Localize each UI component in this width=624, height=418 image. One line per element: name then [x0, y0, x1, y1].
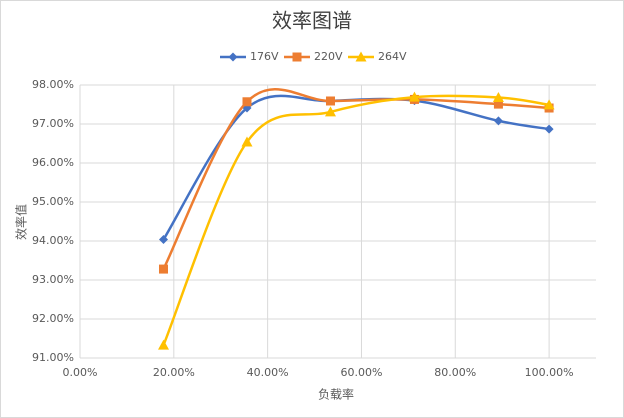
legend-marker	[292, 52, 302, 62]
y-tick-label: 97.00%	[32, 117, 74, 130]
marker	[158, 264, 168, 274]
x-tick-label: 20.00%	[153, 366, 195, 379]
legend-label: 220V	[314, 50, 343, 63]
x-tick-label: 40.00%	[247, 366, 289, 379]
marker	[325, 96, 335, 106]
y-tick-label: 94.00%	[32, 234, 74, 247]
marker	[543, 99, 555, 110]
y-tick-label: 95.00%	[32, 195, 74, 208]
y-tick-label: 93.00%	[32, 273, 74, 286]
legend-label: 176V	[250, 50, 279, 63]
marker	[493, 116, 503, 126]
marker	[241, 136, 253, 147]
x-tick-label: 100.00%	[525, 366, 574, 379]
x-tick-label: 0.00%	[63, 366, 98, 379]
legend-marker	[355, 51, 367, 62]
marker	[158, 234, 168, 244]
legend-label: 264V	[378, 50, 407, 63]
y-tick-label: 96.00%	[32, 156, 74, 169]
y-axis-label: 效率值	[14, 204, 29, 240]
y-tick-label: 98.00%	[32, 78, 74, 91]
marker	[544, 124, 554, 134]
marker	[242, 97, 252, 107]
x-axis-label: 负载率	[318, 387, 354, 402]
marker	[324, 106, 336, 117]
marker	[493, 99, 503, 109]
marker	[408, 91, 420, 102]
x-tick-label: 80.00%	[434, 366, 476, 379]
marker	[157, 339, 169, 350]
y-tick-label: 92.00%	[32, 312, 74, 325]
chart-title: 效率图谱	[272, 9, 352, 33]
x-tick-label: 60.00%	[340, 366, 382, 379]
legend-marker	[228, 52, 238, 62]
marker	[492, 91, 504, 102]
y-tick-label: 91.00%	[32, 351, 74, 364]
